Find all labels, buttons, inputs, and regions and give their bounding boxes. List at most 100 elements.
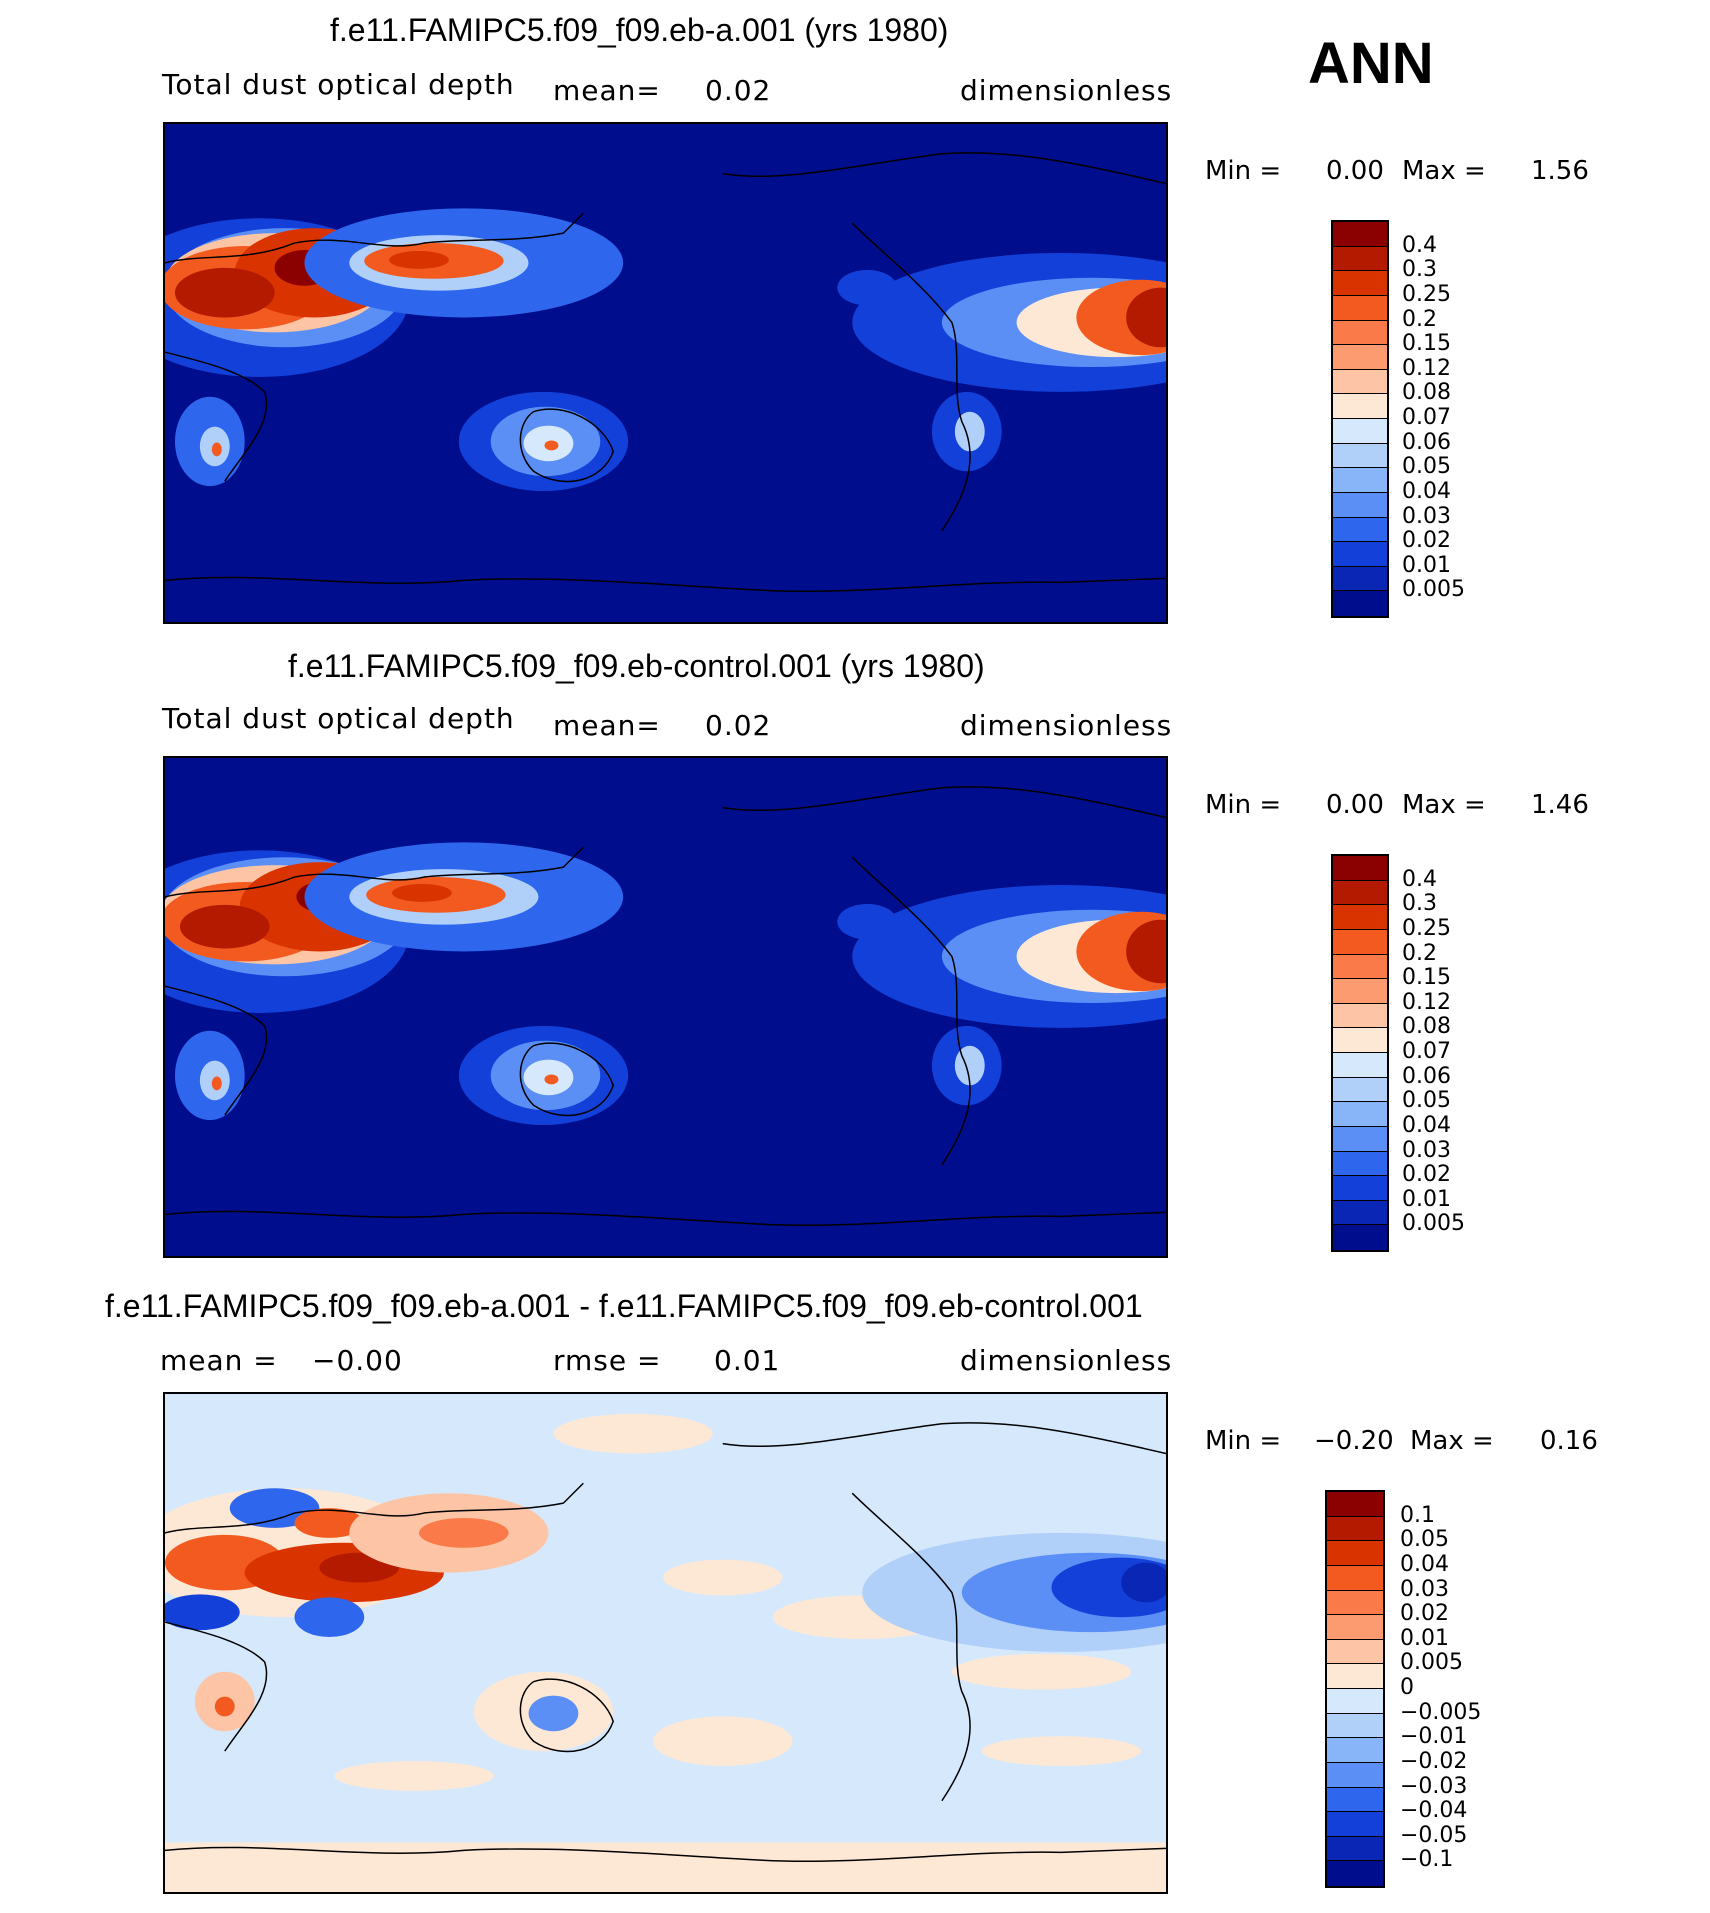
- colorbar-segment: [1333, 1053, 1387, 1078]
- colorbar-tick-label: −0.02: [1400, 1748, 1468, 1774]
- panel-1-title: f.e11.FAMIPC5.f09_f09.eb-a.001 (yrs 1980…: [330, 12, 949, 48]
- colorbar-tick-label: 0.05: [1402, 1088, 1451, 1114]
- colorbar-segment: [1333, 295, 1387, 321]
- colorbar-segment: [1327, 1738, 1383, 1763]
- colorbar-tick-label: 0.12: [1402, 355, 1451, 381]
- colorbar-tick-label: 0.12: [1402, 989, 1451, 1015]
- colorbar-tick-label: 0.02: [1400, 1601, 1449, 1627]
- colorbar-segment: [1327, 1836, 1383, 1862]
- colorbar-segment: [1327, 1713, 1383, 1739]
- colorbar-segment: [1333, 345, 1387, 370]
- panel-3-mean-value: −0.00: [312, 1344, 403, 1377]
- colorbar-tick-label: 0.07: [1402, 1039, 1451, 1064]
- colorbar-segment: [1333, 419, 1387, 444]
- colorbar-segment: [1333, 271, 1387, 296]
- colorbar-tick-label: 0.07: [1402, 405, 1451, 430]
- colorbar-segment: [1333, 1151, 1387, 1177]
- colorbar-tick-label: 0.04: [1402, 1112, 1451, 1138]
- panel-1-mean-value: 0.02: [705, 74, 772, 107]
- colorbar-segment: [1333, 1225, 1387, 1250]
- colorbar-segment: [1333, 517, 1387, 543]
- colorbar-tick-label: 0.005: [1402, 1211, 1465, 1237]
- panel-3-units: dimensionless: [960, 1344, 1173, 1377]
- colorbar-segment: [1327, 1516, 1383, 1542]
- colorbar-segment: [1333, 566, 1387, 592]
- panel-2-max-value: 1.46: [1531, 790, 1589, 820]
- colorbar-tick-label: 0.01: [1402, 552, 1451, 578]
- panel-2-colorbar: [1331, 854, 1389, 1252]
- colorbar-segment: [1333, 1102, 1387, 1127]
- colorbar-tick-label: −0.1: [1400, 1847, 1454, 1873]
- panel-3-map-graphic: [165, 1394, 1166, 1892]
- panel-2-max-label: Max =: [1402, 790, 1486, 820]
- panel-1-min-value: 0.00: [1326, 156, 1384, 186]
- colorbar-segment: [1327, 1861, 1383, 1886]
- colorbar-tick-label: −0.005: [1400, 1699, 1482, 1725]
- panel-2-mean-label: mean=: [553, 709, 661, 742]
- colorbar-tick-label: 0.06: [1402, 1063, 1451, 1089]
- panel-1-map: [163, 122, 1168, 624]
- colorbar-tick-label: 0.4: [1402, 232, 1437, 258]
- colorbar-segment: [1333, 856, 1387, 881]
- colorbar-segment: [1333, 979, 1387, 1004]
- colorbar-tick-label: 0.15: [1402, 331, 1451, 357]
- panel-2-units: dimensionless: [960, 709, 1173, 742]
- panel-2-map-graphic: [165, 758, 1166, 1256]
- panel-2-map: [163, 756, 1168, 1258]
- colorbar-tick-label: 0.02: [1402, 1162, 1451, 1188]
- colorbar-segment: [1333, 591, 1387, 616]
- colorbar-tick-label: 0.01: [1400, 1625, 1449, 1651]
- colorbar-segment: [1333, 542, 1387, 567]
- panel-2-title: f.e11.FAMIPC5.f09_f09.eb-control.001 (yr…: [288, 648, 985, 684]
- panel-2-min-label: Min =: [1205, 790, 1282, 820]
- colorbar-tick-label: 0.02: [1402, 528, 1451, 554]
- panel-3-mean-label: mean =: [160, 1344, 278, 1377]
- colorbar-segment: [1333, 1200, 1387, 1226]
- panel-1-colorbar: [1331, 220, 1389, 618]
- colorbar-tick-label: 0.25: [1402, 915, 1451, 941]
- colorbar-segment: [1327, 1762, 1383, 1788]
- colorbar-tick-label: 0.3: [1402, 891, 1437, 917]
- colorbar-segment: [1333, 905, 1387, 930]
- colorbar-segment: [1333, 929, 1387, 955]
- panel-3-map: [163, 1392, 1168, 1894]
- panel-3-min-value: −0.20: [1314, 1426, 1394, 1456]
- colorbar-tick-label: −0.04: [1400, 1798, 1468, 1824]
- colorbar-segment: [1333, 1077, 1387, 1103]
- colorbar-tick-label: 0.04: [1402, 478, 1451, 504]
- colorbar-segment: [1333, 954, 1387, 980]
- colorbar-tick-label: 0.08: [1402, 1014, 1451, 1040]
- panel-2-mean-value: 0.02: [705, 709, 772, 742]
- panel-3-rmse-label: rmse =: [553, 1344, 662, 1377]
- colorbar-tick-label: −0.01: [1400, 1724, 1468, 1750]
- colorbar-tick-label: 0.03: [1402, 1137, 1451, 1163]
- colorbar-segment: [1333, 1176, 1387, 1201]
- panel-2-min-value: 0.00: [1326, 790, 1384, 820]
- colorbar-tick-label: 0.03: [1402, 503, 1451, 529]
- colorbar-tick-label: 0.04: [1400, 1551, 1449, 1577]
- colorbar-segment: [1327, 1787, 1383, 1813]
- colorbar-segment: [1327, 1689, 1383, 1714]
- colorbar-tick-label: 0.3: [1402, 257, 1437, 283]
- colorbar-segment: [1333, 394, 1387, 419]
- colorbar-tick-label: −0.05: [1400, 1822, 1468, 1848]
- panel-3-rmse-value: 0.01: [714, 1344, 781, 1377]
- colorbar-segment: [1327, 1492, 1383, 1517]
- colorbar-segment: [1333, 492, 1387, 518]
- colorbar-segment: [1327, 1664, 1383, 1689]
- colorbar-tick-label: 0.03: [1400, 1576, 1449, 1602]
- colorbar-tick-label: 0.1: [1400, 1502, 1435, 1528]
- panel-1-max-value: 1.56: [1531, 156, 1589, 186]
- colorbar-tick-label: 0.25: [1402, 281, 1451, 307]
- panel-3-max-label: Max =: [1410, 1426, 1494, 1456]
- colorbar-segment: [1333, 369, 1387, 395]
- colorbar-tick-label: 0.05: [1402, 454, 1451, 480]
- colorbar-segment: [1333, 1126, 1387, 1152]
- panel-2-variable-label: Total dust optical depth: [162, 702, 515, 735]
- colorbar-segment: [1327, 1565, 1383, 1591]
- colorbar-tick-label: 0.08: [1402, 380, 1451, 406]
- colorbar-tick-label: 0.01: [1402, 1186, 1451, 1212]
- colorbar-tick-label: 0: [1400, 1675, 1414, 1700]
- panel-1-max-label: Max =: [1402, 156, 1486, 186]
- panel-3-title: f.e11.FAMIPC5.f09_f09.eb-a.001 - f.e11.F…: [105, 1288, 1143, 1324]
